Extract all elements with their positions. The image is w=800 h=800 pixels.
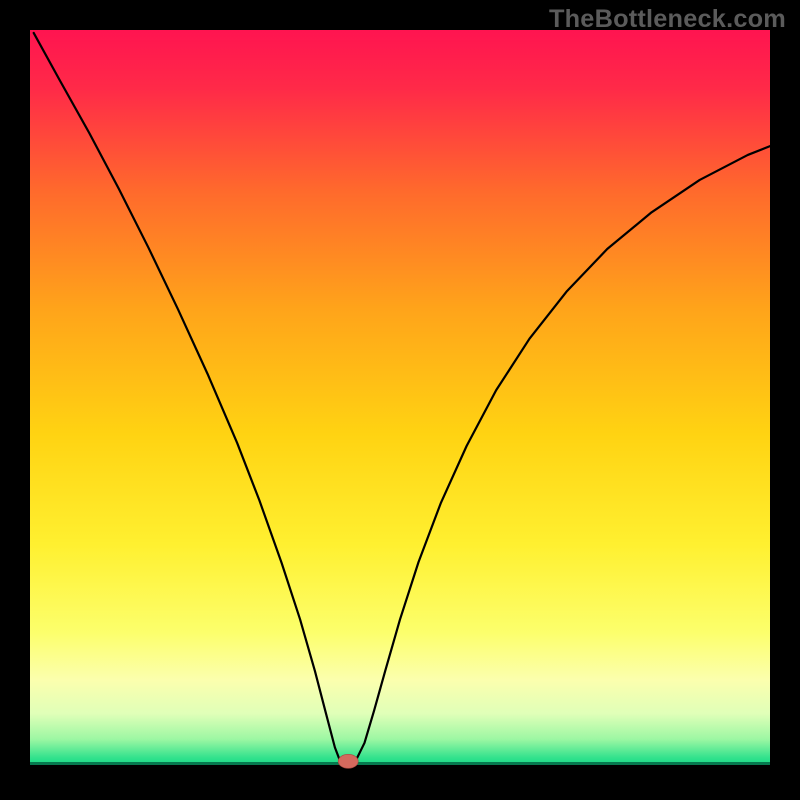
plot-background [30, 30, 770, 765]
watermark-text: TheBottleneck.com [549, 5, 786, 34]
optimal-point-marker [338, 754, 358, 768]
bottleneck-chart [0, 0, 800, 800]
baseline-strip [30, 762, 770, 765]
